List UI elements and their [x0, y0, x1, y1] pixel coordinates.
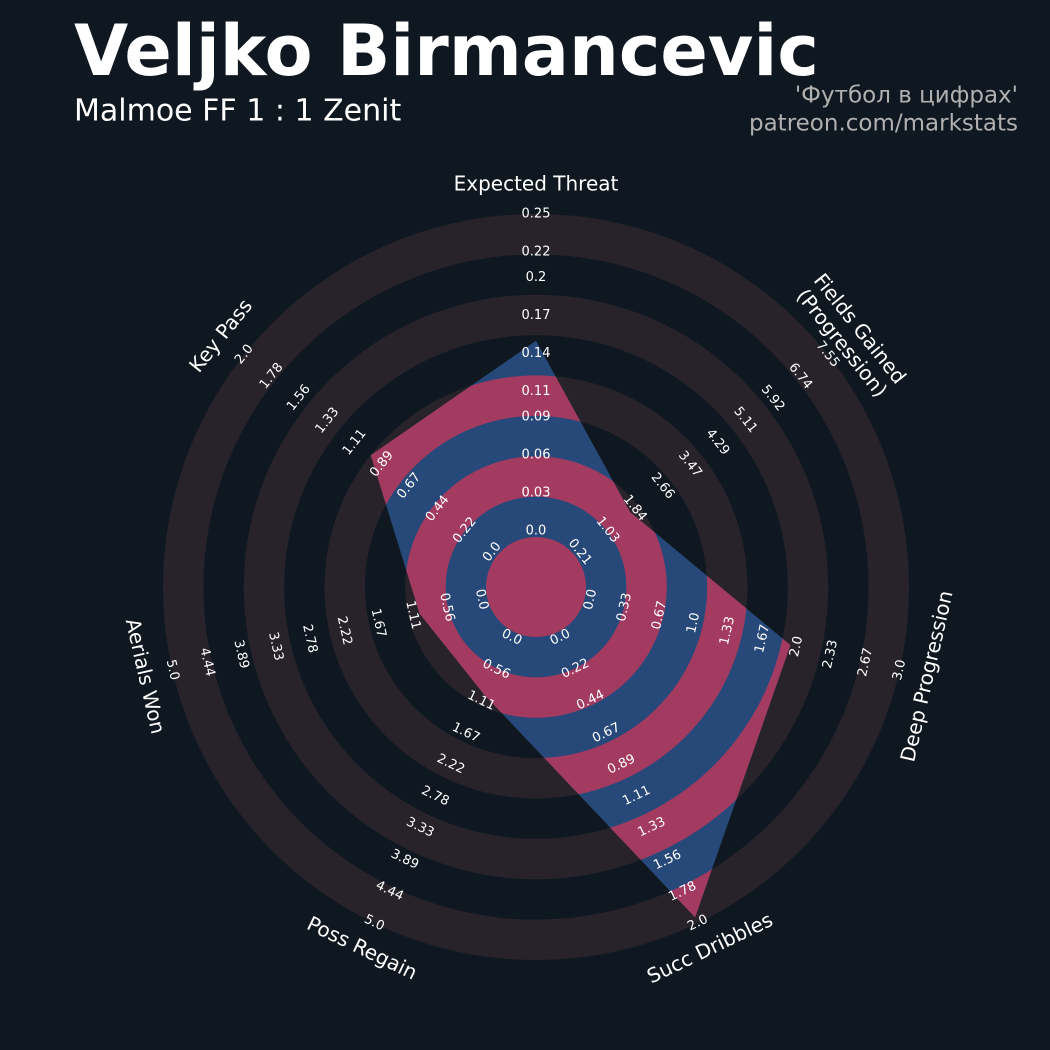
tick-label: 0.03 [522, 485, 551, 500]
tick-label: 2.22 [334, 615, 355, 647]
tick-label: 3.33 [265, 631, 286, 663]
tick-label: 0.0 [581, 588, 600, 612]
tick-label: 0.0 [472, 588, 491, 612]
tick-label: 0.2 [526, 270, 547, 285]
tick-label: 1.67 [368, 607, 389, 639]
tick-label: 0.17 [522, 308, 551, 323]
tick-label: 2.78 [299, 623, 320, 655]
axis-label: Expected Threat [454, 172, 619, 196]
tick-label: 0.14 [522, 346, 551, 361]
credit: 'Футбол в цифрах' [795, 83, 1018, 109]
tick-label: 0.06 [522, 447, 551, 462]
tick-label: 2.0 [787, 635, 806, 659]
tick-label: 1.0 [684, 611, 703, 635]
tick-label: 0.56 [436, 592, 457, 624]
tick-label: 0.11 [522, 384, 551, 399]
tick-label: 1.11 [402, 599, 423, 631]
tick-label: 4.44 [196, 646, 217, 678]
tick-label: 0.25 [522, 207, 551, 222]
credit: patreon.com/markstats [749, 111, 1018, 137]
tick-label: 2.67 [855, 646, 876, 678]
tick-label: 3.0 [890, 658, 909, 682]
tick-label: 5.0 [163, 658, 182, 682]
tick-label: 2.33 [820, 638, 841, 670]
tick-label: 0.0 [526, 524, 547, 539]
tick-label: 1.67 [752, 623, 773, 655]
tick-label: 1.33 [717, 615, 738, 647]
tick-label: 3.89 [230, 639, 251, 671]
chart-subtitle: Malmoe FF 1 : 1 Zenit [74, 94, 401, 129]
tick-label: 0.33 [614, 591, 635, 623]
chart-title: Veljko Birmancevic [74, 10, 819, 92]
tick-label: 0.22 [522, 245, 551, 260]
tick-label: 0.67 [649, 599, 670, 631]
tick-label: 0.09 [522, 409, 551, 424]
